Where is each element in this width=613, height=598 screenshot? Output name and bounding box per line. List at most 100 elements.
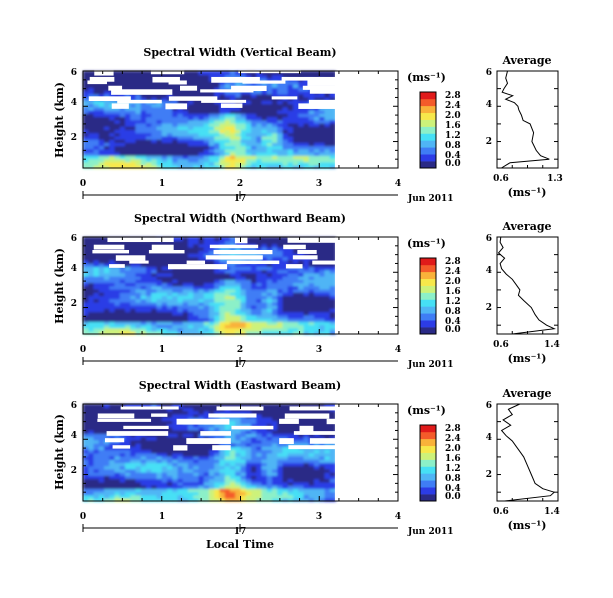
heatmap-cell <box>240 452 247 457</box>
heatmap-cell <box>319 301 326 306</box>
heatmap-cell <box>230 465 237 470</box>
heatmap-cell <box>135 423 142 428</box>
heatmap-cell <box>83 90 90 95</box>
heatmap-cell <box>125 138 132 143</box>
heatmap-cell <box>329 132 336 137</box>
heatmap-cell <box>230 436 237 441</box>
heatmap-cell <box>256 279 263 284</box>
heatmap-cell <box>209 314 216 319</box>
avg-line <box>501 70 550 169</box>
heatmap-cell <box>119 423 126 428</box>
heatmap-cell <box>161 304 168 309</box>
heatmap-cell <box>272 330 279 335</box>
heatmap-cell <box>266 253 273 258</box>
heatmap-cell <box>151 135 158 140</box>
heatmap-cell <box>114 155 121 160</box>
heatmap-cell <box>119 481 126 486</box>
heatmap-cell <box>261 90 268 95</box>
heatmap-cell <box>308 491 315 496</box>
heatmap-cell <box>282 138 289 143</box>
heatmap-cell <box>240 324 247 329</box>
heatmap-cell <box>308 478 315 483</box>
heatmap-cell <box>182 288 189 293</box>
heatmap-cell <box>319 468 326 473</box>
heatmap-cell <box>298 148 305 153</box>
heatmap-cell <box>256 246 263 251</box>
heatmap-cell <box>182 458 189 463</box>
heatmap-cell <box>109 478 116 483</box>
heatmap-cell <box>140 324 147 329</box>
heatmap-cell <box>219 87 226 92</box>
heatmap-cell <box>146 468 153 473</box>
heatmap-cell <box>83 494 90 499</box>
heatmap-cell <box>135 272 142 277</box>
data-gap <box>129 260 149 264</box>
heatmap-cell <box>182 317 189 322</box>
heatmap-cell <box>230 439 237 444</box>
heatmap-cell <box>293 116 300 121</box>
heatmap-cell <box>203 407 210 412</box>
heatmap-cell <box>140 77 147 82</box>
heatmap-cell <box>161 314 168 319</box>
heatmap-cell <box>140 262 147 267</box>
heatmap-cell <box>167 314 174 319</box>
heatmap-cell <box>214 246 221 251</box>
heatmap-cell <box>256 298 263 303</box>
heatmap-cell <box>125 148 132 153</box>
heatmap-cell <box>272 426 279 431</box>
heatmap-cell <box>104 410 111 415</box>
heatmap-cell <box>198 249 205 254</box>
heatmap-cell <box>177 288 184 293</box>
heatmap-cell <box>156 256 163 261</box>
colorbar <box>419 424 437 502</box>
heatmap-cell <box>298 433 305 438</box>
heatmap-cell <box>277 484 284 489</box>
heatmap-cell <box>272 122 279 127</box>
heatmap-cell <box>324 285 331 290</box>
heatmap-cell <box>303 449 310 454</box>
heatmap-cell <box>119 449 126 454</box>
heatmap-cell <box>308 253 315 258</box>
colorbar-swatch <box>420 271 436 280</box>
heatmap-cell <box>98 491 105 496</box>
heatmap-cell <box>98 266 105 271</box>
heatmap-cell <box>83 129 90 134</box>
heatmap-cell <box>261 164 268 169</box>
heatmap-cell <box>224 452 231 457</box>
heatmap-cell <box>272 288 279 293</box>
heatmap-cell <box>104 158 111 163</box>
colorbar-swatch <box>420 105 436 114</box>
heatmap-cell <box>303 330 310 335</box>
heatmap-cell <box>251 129 258 134</box>
heatmap-cell <box>329 410 336 415</box>
heatmap-cell <box>261 308 268 313</box>
heatmap-cell <box>156 155 163 160</box>
heatmap-cell <box>146 272 153 277</box>
heatmap-cell <box>287 148 294 153</box>
heatmap-cell <box>261 330 268 335</box>
heatmap-cell <box>161 256 168 261</box>
heatmap-cell <box>156 164 163 169</box>
heatmap-cell <box>151 269 158 274</box>
heatmap-cell <box>251 262 258 267</box>
heatmap-cell <box>177 93 184 98</box>
avg-x-tick: 1.4 <box>544 340 560 350</box>
heatmap-cell <box>319 452 326 457</box>
heatmap-cell <box>151 471 158 476</box>
heatmap-cell <box>256 439 263 444</box>
heatmap-cell <box>230 282 237 287</box>
heatmap-cell <box>161 416 168 421</box>
heatmap-cell <box>282 488 289 493</box>
heatmap-cell <box>156 80 163 85</box>
heatmap-cell <box>245 122 252 127</box>
heatmap-cell <box>114 151 121 156</box>
heatmap-cell <box>193 330 200 335</box>
heatmap-cell <box>125 246 132 251</box>
heatmap-cell <box>324 142 331 147</box>
heatmap-cell <box>130 71 137 76</box>
heatmap-cell <box>251 266 258 271</box>
heatmap-cell <box>298 317 305 322</box>
heatmap-cell <box>104 74 111 79</box>
heatmap-cell <box>287 491 294 496</box>
heatmap-cell <box>146 142 153 147</box>
